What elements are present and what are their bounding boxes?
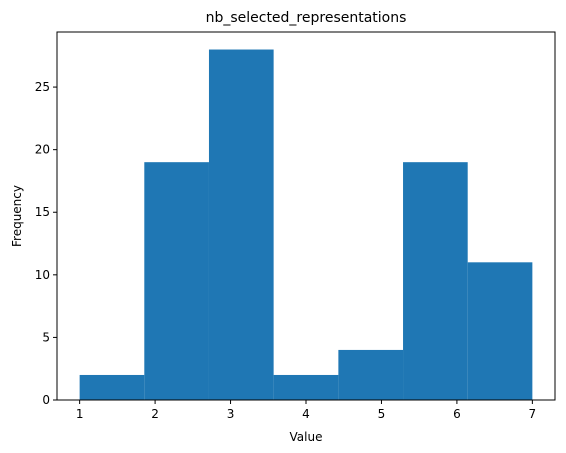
- x-tick-label: 5: [378, 407, 386, 421]
- histogram-bar-4: [273, 374, 339, 400]
- chart-title: nb_selected_representations: [206, 10, 407, 26]
- y-tick-label: 0: [42, 393, 50, 407]
- bars-group: [79, 49, 533, 401]
- y-axis-ticks: 0 5 10 15 20 25: [35, 80, 57, 407]
- histogram-bar-6: [403, 162, 468, 400]
- x-tick-label: 3: [227, 407, 235, 421]
- x-tick-label: 1: [76, 407, 84, 421]
- histogram-bar-3: [208, 49, 274, 401]
- plot-frame: [56, 31, 556, 401]
- histogram-bar-1: [79, 374, 145, 400]
- histogram-bar-2: [144, 162, 209, 400]
- x-tick-label: 4: [302, 407, 310, 421]
- x-tick-label: 2: [151, 407, 159, 421]
- histogram-bar-5: [338, 349, 404, 400]
- y-tick-label: 5: [42, 330, 50, 344]
- y-tick-label: 10: [35, 268, 50, 282]
- x-tick-label: 6: [453, 407, 461, 421]
- x-tick-label: 7: [529, 407, 537, 421]
- y-tick-label: 20: [35, 143, 50, 157]
- y-axis-label: Frequency: [10, 185, 24, 247]
- histogram-bar-7: [467, 262, 533, 400]
- y-tick-label: 25: [35, 80, 50, 94]
- x-axis-label: Value: [290, 430, 323, 444]
- x-axis-ticks: 1 2 3 4 5 6 7: [76, 400, 536, 421]
- y-tick-label: 15: [35, 205, 50, 219]
